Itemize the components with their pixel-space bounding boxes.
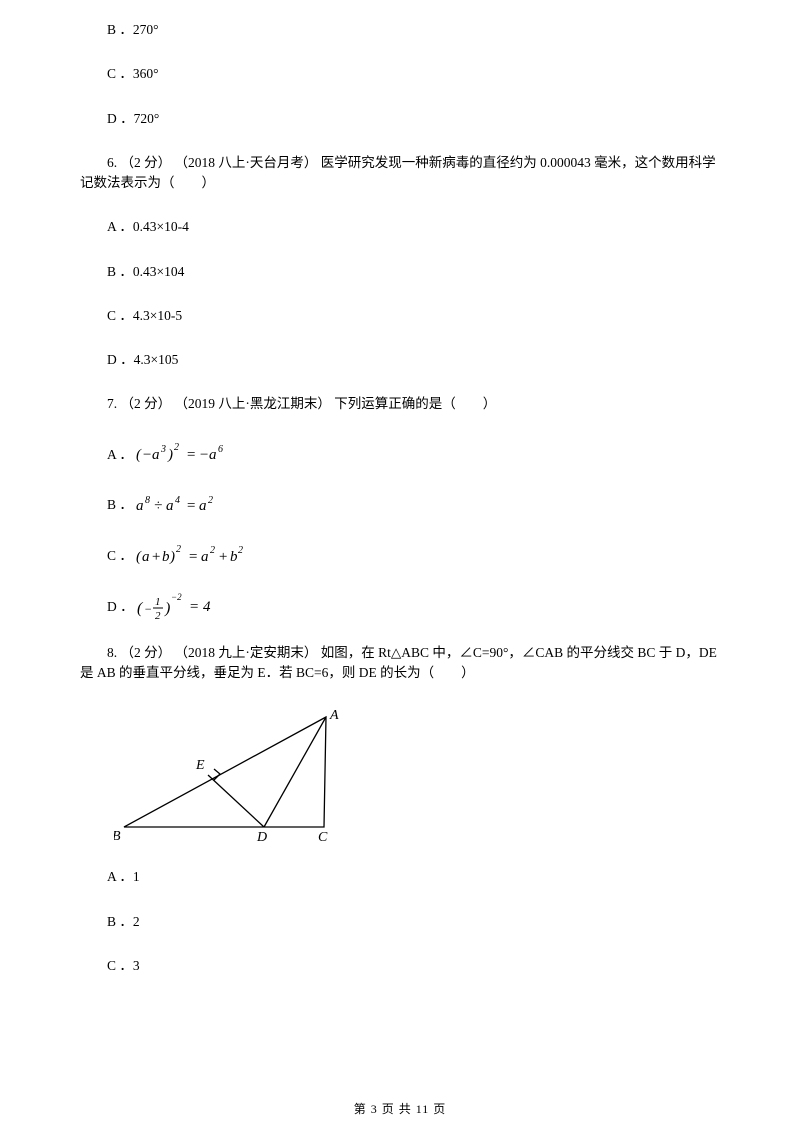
q6-option-a: A ．0.43×10-4 <box>80 217 720 237</box>
svg-text:a: a <box>209 447 217 463</box>
q8-option-a: A ．1 <box>80 867 720 887</box>
svg-text:a: a <box>136 498 144 514</box>
q5-option-b: B ．270° <box>80 20 720 40</box>
q5-option-c: C ．360° <box>80 64 720 84</box>
q7-formula-d: ( − 1 2 ) −2 = 4 <box>137 591 227 623</box>
svg-text:(: ( <box>137 600 144 617</box>
svg-text:+: + <box>218 549 228 565</box>
vertex-c-label: C <box>318 830 328 845</box>
q6-stem: 6. （2 分） （2018 八上·天台月考） 医学研究发现一种新病毒的直径约为… <box>80 153 720 194</box>
q8-stem: 8. （2 分） （2018 九上·定安期末） 如图，在 Rt△ABC 中，∠C… <box>80 643 720 684</box>
svg-text:a: a <box>199 498 207 514</box>
q7-option-a: A ． ( − a 3 ) 2 = − a 6 <box>80 439 720 470</box>
q7-formula-a: ( − a 3 ) 2 = − a 6 <box>136 441 246 467</box>
q8-figure: A B C D E <box>114 707 354 847</box>
q6-option-d: D ．4.3×105 <box>80 350 720 370</box>
svg-text:1: 1 <box>155 596 161 608</box>
svg-text:b: b <box>230 549 238 565</box>
q7-c-label: C ． <box>107 548 133 563</box>
page-footer: 第 3 页 共 11 页 <box>0 1100 800 1118</box>
svg-text:): ) <box>164 600 170 617</box>
svg-text:a: a <box>142 549 150 565</box>
svg-text:2: 2 <box>155 610 161 622</box>
q7-formula-c: ( a + b ) 2 = a 2 + b 2 <box>136 543 276 569</box>
svg-text:6: 6 <box>218 444 223 455</box>
svg-text:−: − <box>144 602 152 616</box>
vertex-b-label: B <box>114 829 121 844</box>
q7-d-label: D ． <box>107 599 134 614</box>
svg-text:2: 2 <box>208 495 213 506</box>
svg-text:÷: ÷ <box>154 498 162 514</box>
q8-option-c: C ．3 <box>80 956 720 976</box>
vertex-d-label: D <box>256 830 267 845</box>
svg-text:4: 4 <box>203 599 211 615</box>
svg-text:8: 8 <box>145 495 150 506</box>
q7-b-label: B ． <box>107 497 133 512</box>
svg-text:): ) <box>167 447 173 463</box>
svg-text:3: 3 <box>160 444 166 455</box>
svg-text:a: a <box>152 447 160 463</box>
svg-text:4: 4 <box>175 495 180 506</box>
svg-text:=: = <box>188 549 198 565</box>
svg-text:−: − <box>142 447 152 463</box>
vertex-a-label: A <box>329 708 339 723</box>
q7-stem: 7. （2 分） （2019 八上·黑龙江期末） 下列运算正确的是（ ） <box>80 394 720 414</box>
svg-text:b: b <box>162 549 170 565</box>
svg-text:2: 2 <box>176 544 181 555</box>
q7-option-b: B ． a 8 ÷ a 4 = a 2 <box>80 489 720 520</box>
svg-text:a: a <box>201 549 209 565</box>
svg-text:=: = <box>186 447 196 463</box>
svg-text:a: a <box>166 498 174 514</box>
svg-text:−: − <box>199 447 209 463</box>
svg-text:2: 2 <box>210 545 215 556</box>
svg-text:): ) <box>169 549 175 565</box>
q7-option-c: C ． ( a + b ) 2 = a 2 + b 2 <box>80 540 720 571</box>
q5-option-d: D ．720° <box>80 109 720 129</box>
vertex-e-label: E <box>195 758 205 773</box>
q7-option-d: D ． ( − 1 2 ) −2 = 4 <box>80 591 720 623</box>
q7-a-label: A ． <box>107 447 133 462</box>
q6-option-b: B ．0.43×104 <box>80 262 720 282</box>
svg-text:=: = <box>186 498 196 514</box>
svg-text:−2: −2 <box>171 592 182 602</box>
svg-text:2: 2 <box>238 545 243 556</box>
q8-option-b: B ．2 <box>80 912 720 932</box>
q7-formula-b: a 8 ÷ a 4 = a 2 <box>136 493 236 517</box>
q6-option-c: C ．4.3×10-5 <box>80 306 720 326</box>
svg-text:=: = <box>189 599 199 615</box>
svg-text:+: + <box>151 549 161 565</box>
svg-text:2: 2 <box>174 442 179 453</box>
